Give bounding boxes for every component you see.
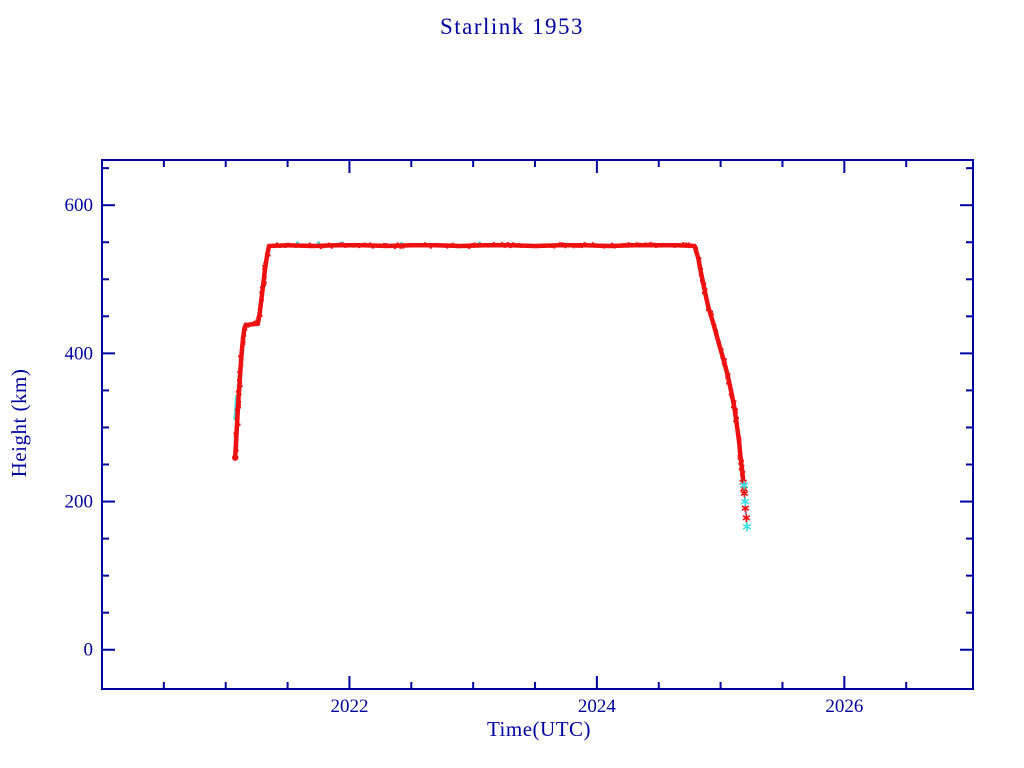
- tick-labels: 2022 2024 2026 0 200 400 600: [65, 195, 864, 717]
- series-primary: [232, 241, 746, 482]
- y-tick-label: 200: [65, 492, 94, 513]
- x-tick-label: 2026: [825, 696, 863, 717]
- y-tick-label: 600: [65, 195, 94, 216]
- chart-title: Starlink 1953: [439, 14, 585, 39]
- series-secondary: [233, 241, 481, 422]
- series-secondary-tail: [739, 480, 752, 532]
- y-tick-label: 0: [84, 640, 94, 661]
- x-tick-label: 2022: [330, 696, 368, 717]
- y-tick-label: 400: [65, 343, 94, 364]
- x-tick-label: 2024: [578, 696, 617, 717]
- x-axis-label: Time(UTC): [486, 717, 592, 741]
- axis-ticks: [103, 161, 972, 688]
- axes-frame: [101, 159, 974, 690]
